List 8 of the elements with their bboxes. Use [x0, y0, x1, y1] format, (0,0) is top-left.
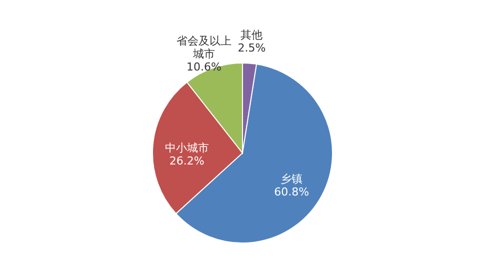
data-label: 10.6%: [186, 60, 222, 74]
data-label: 26.2%: [169, 154, 204, 168]
data-label: 2.5%: [238, 41, 266, 54]
slice-label: 省会及以上城市: [176, 34, 232, 60]
data-label: 60.8%: [274, 185, 310, 198]
slice-label: 乡镇: [280, 172, 303, 186]
slice-label: 其他: [240, 28, 263, 42]
slice-label: 中小城市: [164, 141, 209, 154]
